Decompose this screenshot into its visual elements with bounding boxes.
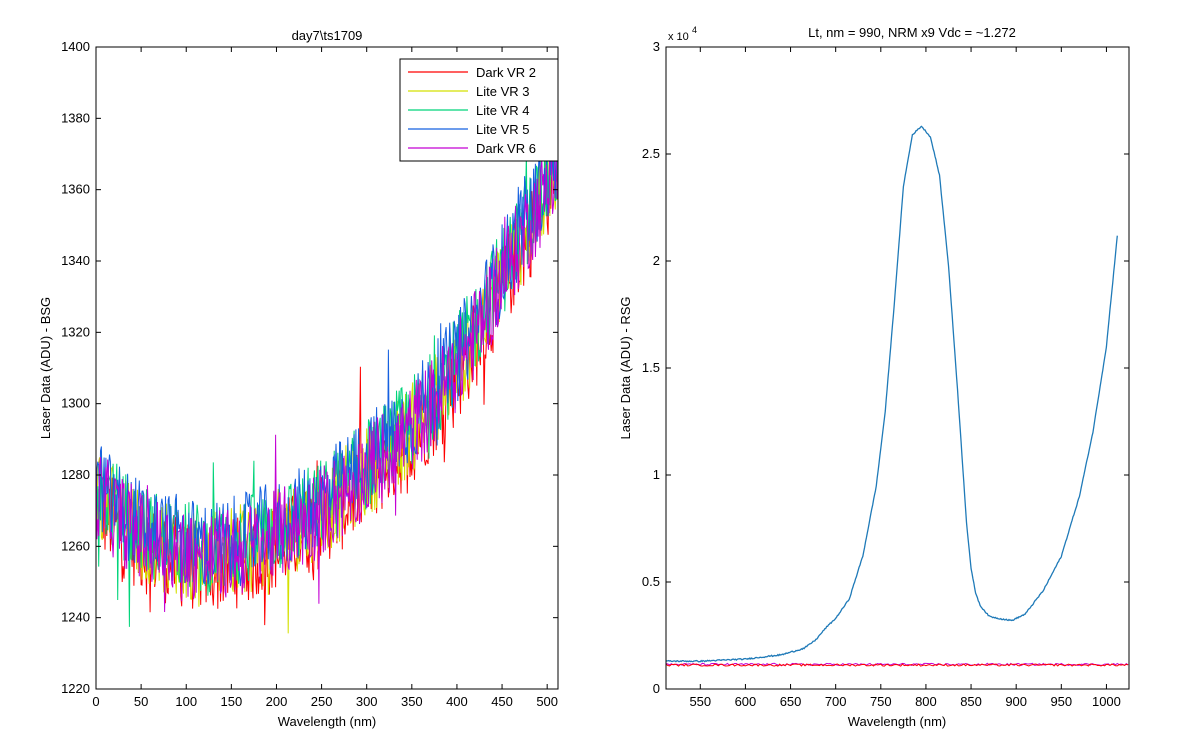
y-tick-label: 1380 [61, 110, 90, 125]
y-tick-label: 1400 [61, 39, 90, 54]
x-tick-label: 500 [536, 694, 558, 709]
y-tick-label: 1300 [61, 396, 90, 411]
y-tick-label: 3 [653, 39, 660, 54]
y-tick-label: 1280 [61, 467, 90, 482]
y-tick-label: 1260 [61, 538, 90, 553]
legend-entry-label: Dark VR 6 [476, 141, 536, 156]
left-ticks: 0 50 100 150 200 250 300 350 400 450 500 1220 1240 12… [61, 39, 558, 709]
x-tick-label: 300 [356, 694, 378, 709]
series-line [96, 66, 558, 613]
right-plot-area [666, 47, 1129, 689]
x-tick-label: 350 [401, 694, 423, 709]
legend-entry-label: Dark VR 2 [476, 65, 536, 80]
x-tick-label: 950 [1050, 694, 1072, 709]
legend-entry-label: Lite VR 5 [476, 122, 529, 137]
y-tick-label: 1340 [61, 253, 90, 268]
y-exponent-power: 4 [692, 25, 697, 35]
left-chart-title: day7\ts1709 [292, 28, 363, 43]
right-series-group [666, 125, 1129, 667]
y-tick-label: 1240 [61, 610, 90, 625]
series-line [666, 125, 1118, 663]
y-tick-label: 1360 [61, 182, 90, 197]
y-tick-label: 1 [653, 467, 660, 482]
x-tick-label: 1000 [1092, 694, 1121, 709]
right-ticks: 550 600 650 700 750 800 850 900 950 1000 0 0.5 1 1.5 2… [642, 39, 1129, 709]
x-tick-label: 850 [960, 694, 982, 709]
x-tick-label: 700 [825, 694, 847, 709]
left-x-axis-label: Wavelength (nm) [278, 714, 377, 729]
x-tick-label: 600 [735, 694, 757, 709]
legend-entry-label: Lite VR 3 [476, 84, 529, 99]
x-tick-label: 400 [446, 694, 468, 709]
y-tick-label: 1220 [61, 681, 90, 696]
left-y-axis-label: Laser Data (ADU) - BSG [38, 297, 53, 439]
x-tick-label: 150 [221, 694, 243, 709]
right-x-axis-label: Wavelength (nm) [848, 714, 947, 729]
y-tick-label: 1320 [61, 324, 90, 339]
y-tick-label: 2.5 [642, 146, 660, 161]
x-tick-label: 650 [780, 694, 802, 709]
x-tick-label: 800 [915, 694, 937, 709]
x-tick-label: 50 [134, 694, 148, 709]
x-tick-label: 450 [491, 694, 513, 709]
left-series-group [96, 66, 558, 634]
x-tick-label: 550 [689, 694, 711, 709]
y-tick-label: 0.5 [642, 574, 660, 589]
x-tick-label: 200 [266, 694, 288, 709]
y-tick-label: 0 [653, 681, 660, 696]
series-line [666, 663, 1129, 667]
y-tick-label: 2 [653, 253, 660, 268]
x-tick-label: 250 [311, 694, 333, 709]
legend: Dark VR 2 Lite VR 3 Lite VR 4 Lite VR 5 … [399, 58, 559, 162]
left-chart: 0 50 100 150 200 250 300 350 400 450 500 1220 1240 12… [38, 28, 559, 729]
right-chart: 550 600 650 700 750 800 850 900 950 1000 0 0.5 1 1.5 2… [618, 25, 1130, 729]
x-tick-label: 0 [92, 694, 99, 709]
right-y-axis-label: Laser Data (ADU) - RSG [618, 296, 633, 439]
x-tick-label: 100 [175, 694, 197, 709]
y-tick-label: 1.5 [642, 360, 660, 375]
x-tick-label: 750 [870, 694, 892, 709]
right-chart-title: Lt, nm = 990, NRM x9 Vdc = ~1.272 [808, 25, 1016, 40]
x-tick-label: 900 [1005, 694, 1027, 709]
y-exponent-multiplier: x 10 [668, 31, 689, 43]
legend-entry-label: Lite VR 4 [476, 103, 529, 118]
